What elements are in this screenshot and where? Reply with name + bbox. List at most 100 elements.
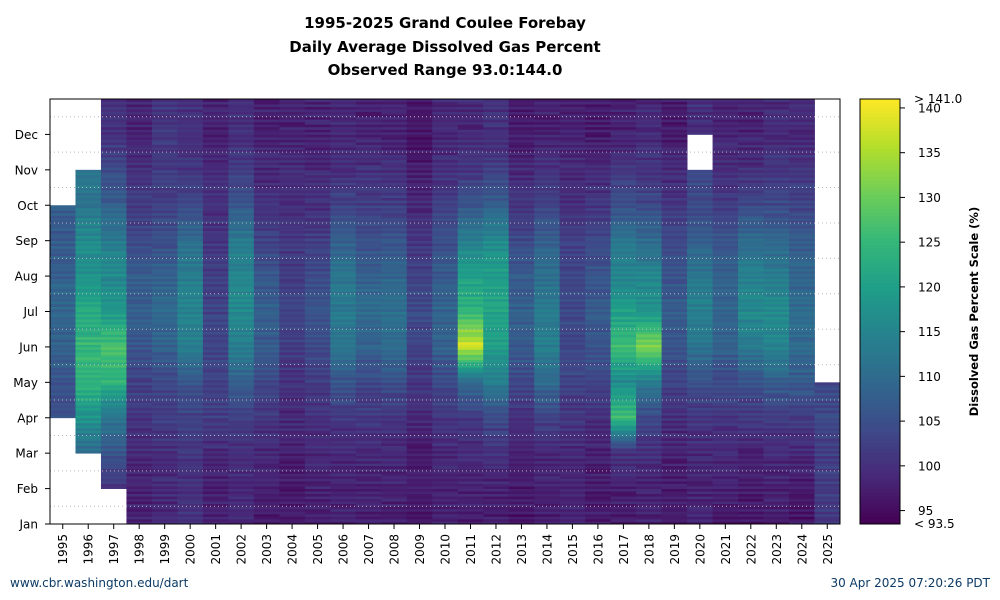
- heatmap-cell: [253, 111, 280, 115]
- heatmap-cell: [687, 278, 713, 282]
- heatmap-cell: [508, 339, 535, 343]
- heatmap-cell: [330, 101, 357, 105]
- heatmap-cell: [151, 445, 178, 449]
- heatmap-cell: [330, 278, 357, 282]
- heatmap-cell: [789, 205, 815, 209]
- heatmap-cell: [610, 493, 637, 497]
- heatmap-cell: [330, 400, 357, 403]
- heatmap-cell: [228, 147, 255, 150]
- heatmap-cell: [457, 410, 484, 414]
- heatmap-cell: [330, 430, 357, 434]
- heatmap-cell: [100, 440, 127, 444]
- heatmap-cell: [559, 374, 586, 378]
- heatmap-cell: [202, 473, 229, 477]
- heatmap-cell: [610, 435, 637, 439]
- heatmap-cell: [483, 303, 510, 307]
- heatmap-cell: [636, 278, 663, 282]
- heatmap-cell: [534, 109, 561, 113]
- heatmap-cell: [75, 187, 102, 191]
- heatmap-cell: [585, 121, 612, 125]
- heatmap-cell: [483, 202, 510, 206]
- heatmap-cell: [789, 177, 815, 181]
- heatmap-cell: [100, 142, 127, 145]
- heatmap-cell: [202, 326, 229, 330]
- heatmap-cell: [712, 362, 739, 366]
- heatmap-cell: [457, 432, 484, 436]
- x-tick-label: 2005: [311, 534, 325, 565]
- heatmap-cell: [355, 430, 382, 434]
- heatmap-cell: [432, 420, 459, 424]
- heatmap-cell: [381, 192, 408, 196]
- heatmap-cell: [381, 179, 408, 183]
- heatmap-cell: [636, 420, 663, 424]
- heatmap-cell: [151, 228, 178, 231]
- heatmap-cell: [381, 116, 408, 120]
- heatmap-cell: [789, 458, 815, 462]
- heatmap-cell: [483, 119, 510, 123]
- heatmap-cell: [585, 415, 612, 419]
- heatmap-cell: [585, 367, 612, 371]
- heatmap-cell: [636, 379, 663, 383]
- heatmap-cell: [304, 240, 331, 244]
- heatmap-cell: [279, 415, 306, 419]
- heatmap-cell: [687, 303, 713, 307]
- heatmap-cell: [585, 417, 612, 421]
- heatmap-cell: [508, 372, 535, 376]
- heatmap-cell: [50, 240, 76, 244]
- heatmap-cell: [610, 174, 637, 178]
- heatmap-cell: [50, 400, 76, 403]
- heatmap-cell: [738, 339, 764, 343]
- heatmap-cell: [738, 344, 764, 348]
- heatmap-cell: [151, 326, 178, 330]
- heatmap-cell: [253, 501, 280, 505]
- heatmap-cell: [585, 210, 612, 214]
- heatmap-cell: [253, 258, 280, 262]
- heatmap-cell: [75, 369, 102, 373]
- heatmap-cell: [789, 222, 815, 226]
- heatmap-cell: [687, 486, 713, 489]
- heatmap-cell: [559, 397, 586, 401]
- heatmap-cell: [738, 458, 764, 462]
- heatmap-cell: [126, 316, 153, 320]
- heatmap-cell: [508, 106, 535, 110]
- heatmap-cell: [228, 506, 255, 510]
- heatmap-cell: [483, 187, 510, 191]
- heatmap-cell: [279, 144, 306, 148]
- heatmap-cell: [50, 354, 76, 358]
- heatmap-cell: [738, 450, 764, 454]
- heatmap-cell: [483, 516, 510, 520]
- heatmap-cell: [253, 240, 280, 244]
- heatmap-cell: [228, 283, 255, 287]
- heatmap-cell: [508, 379, 535, 383]
- heatmap-cell: [483, 475, 510, 479]
- heatmap-cell: [228, 329, 255, 333]
- heatmap-cell: [177, 392, 204, 396]
- heatmap-cell: [712, 260, 739, 264]
- heatmap-cell: [151, 179, 178, 183]
- heatmap-cell: [814, 488, 841, 492]
- heatmap-cell: [457, 116, 484, 120]
- heatmap-cell: [406, 493, 433, 497]
- heatmap-cell: [228, 240, 255, 244]
- heatmap-cell: [789, 210, 815, 214]
- heatmap-cell: [126, 195, 153, 199]
- heatmap-cell: [177, 518, 204, 522]
- heatmap-cell: [75, 200, 102, 204]
- heatmap-cell: [330, 458, 357, 462]
- heatmap-cell: [687, 212, 713, 216]
- heatmap-cell: [126, 273, 153, 277]
- heatmap-cell: [687, 417, 713, 421]
- heatmap-cell: [585, 220, 612, 224]
- heatmap-cell: [687, 286, 713, 290]
- heatmap-cell: [508, 351, 535, 355]
- heatmap-cell: [406, 187, 433, 191]
- heatmap-cell: [126, 205, 153, 209]
- heatmap-cell: [75, 450, 102, 454]
- heatmap-cell: [75, 440, 102, 444]
- heatmap-cell: [279, 508, 306, 512]
- heatmap-cell: [381, 268, 408, 272]
- heatmap-cell: [202, 367, 229, 371]
- heatmap-cell: [381, 303, 408, 307]
- heatmap-cell: [228, 422, 255, 426]
- heatmap-cell: [559, 207, 586, 211]
